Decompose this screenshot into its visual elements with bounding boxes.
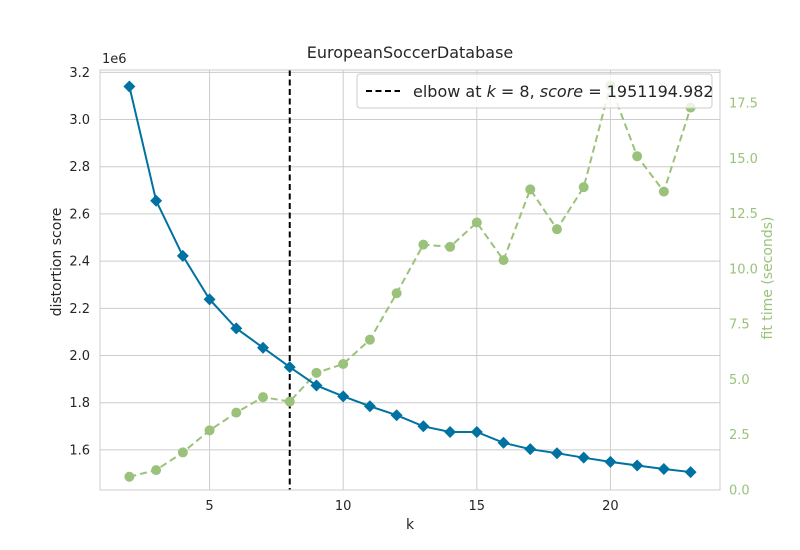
legend-elbow-label: elbow at k = 8, score = 1951194.982 — [413, 82, 714, 101]
y2-axis-label: fit time (seconds) — [760, 217, 776, 340]
x-axis-label: k — [406, 517, 415, 533]
y2-tick-label: 7.5 — [729, 318, 750, 333]
distortion-point — [390, 409, 403, 422]
y-tick-label: 3.0 — [69, 113, 90, 128]
fit-time-point — [204, 425, 215, 436]
fit-time-point — [311, 367, 322, 378]
distortion-point — [337, 390, 350, 403]
y-tick-label: 2.4 — [69, 255, 90, 270]
distortion-point — [203, 293, 216, 306]
distortion-point — [363, 400, 376, 413]
x-axis-ticks: 5 10 15 20 — [205, 499, 618, 514]
y2-tick-label: 5.0 — [729, 373, 750, 388]
y2-tick-label: 17.5 — [729, 97, 758, 112]
fit-time-line — [129, 82, 692, 478]
distortion-point — [604, 455, 617, 468]
right-axis-ticks: 0.0 2.5 5.0 7.5 10.0 12.5 15.0 17.5 — [729, 97, 758, 499]
y-tick-label: 3.2 — [69, 66, 90, 81]
y2-tick-label: 12.5 — [729, 207, 758, 222]
y-tick-label: 2.0 — [69, 349, 90, 364]
distortion-point — [631, 459, 644, 472]
fit-time-point — [231, 407, 242, 418]
x-tick-label: 5 — [205, 499, 213, 514]
fit-time-point — [471, 217, 482, 228]
distortion-point — [230, 322, 243, 335]
y-tick-label: 2.6 — [69, 207, 90, 222]
fit-time-point — [177, 447, 188, 458]
fit-time-point — [284, 396, 295, 407]
fit-time-point — [391, 288, 402, 299]
x-tick-label: 15 — [469, 499, 486, 514]
y2-tick-label: 10.0 — [729, 262, 758, 277]
y-tick-label: 2.8 — [69, 160, 90, 175]
fit-time-point — [258, 392, 269, 403]
distortion-line — [128, 86, 691, 474]
distortion-point — [417, 420, 430, 433]
fit-time-point — [338, 359, 349, 369]
left-axis-ticks: 1.6 1.8 2.0 2.2 2.4 2.6 2.8 3.0 3.2 — [69, 66, 90, 459]
legend-box — [356, 73, 713, 109]
y-tick-label: 2.2 — [69, 302, 90, 317]
plot-frame — [99, 69, 721, 491]
distortion-point — [497, 436, 510, 449]
y-offset-label: 1e6 — [102, 52, 127, 67]
distortion-point — [524, 443, 537, 456]
distortion-point — [657, 463, 670, 475]
distortion-point — [444, 425, 457, 438]
legend: elbow at k = 8, score = 1951194.982 — [356, 73, 714, 109]
distortion-point — [470, 425, 483, 438]
distortion-point — [310, 379, 323, 392]
fit-time-point — [418, 239, 429, 250]
x-tick-label: 10 — [335, 499, 352, 514]
distortion-point — [684, 466, 697, 479]
fit-time-point — [658, 186, 669, 197]
fit-time-point — [445, 241, 456, 252]
distortion-point — [150, 194, 163, 207]
distortion-point — [257, 341, 270, 354]
distortion-point — [283, 361, 296, 374]
grid — [100, 70, 720, 490]
y-tick-label: 1.6 — [69, 443, 90, 458]
y2-tick-label: 15.0 — [729, 152, 758, 167]
x-tick-label: 20 — [602, 499, 619, 514]
distortion-point — [577, 451, 590, 464]
fit-time-point — [525, 184, 536, 195]
distortion-point — [123, 80, 136, 93]
chart-title: EuropeanSoccerDatabase — [307, 43, 514, 62]
distortion-point — [176, 249, 189, 262]
distortion-series — [123, 80, 697, 479]
y2-tick-label: 2.5 — [729, 428, 750, 443]
y-tick-label: 1.8 — [69, 396, 90, 411]
distortion-point — [550, 447, 563, 460]
fit-time-point — [578, 182, 589, 193]
fit-time-point — [151, 465, 162, 476]
fit-time-point — [124, 471, 135, 482]
fit-time-point — [551, 224, 562, 235]
fit-time-point — [498, 255, 509, 266]
fit-time-point — [632, 151, 643, 162]
fit-time-point — [364, 334, 375, 345]
y2-tick-label: 0.0 — [729, 484, 750, 499]
y-axis-label: distortion score — [49, 208, 65, 317]
